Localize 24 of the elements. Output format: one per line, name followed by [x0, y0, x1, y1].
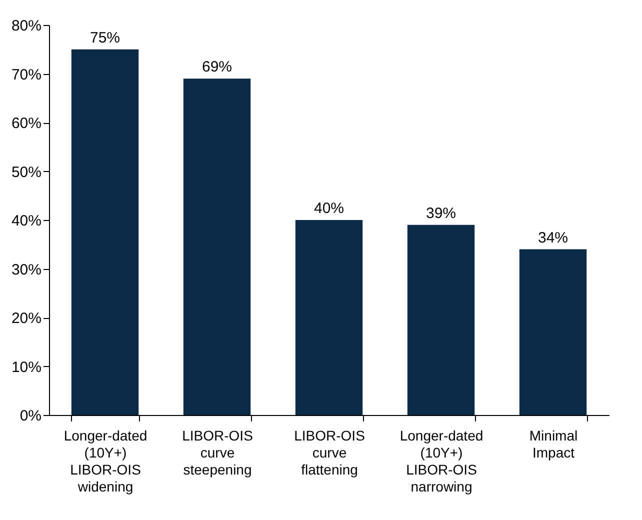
- bar: [295, 220, 363, 415]
- y-tick-label: 20%: [11, 310, 42, 327]
- data-label: 34%: [538, 229, 568, 246]
- data-label: 40%: [314, 200, 344, 217]
- y-tick-label: 10%: [11, 358, 42, 376]
- y-tick-label: 30%: [11, 261, 42, 278]
- bar: [183, 78, 251, 415]
- y-tick-label: 0%: [20, 408, 42, 424]
- y-tick-label: 50%: [11, 164, 42, 181]
- data-label: 39%: [426, 204, 456, 222]
- y-tick-label: 40%: [11, 212, 42, 230]
- data-label: 69%: [202, 58, 232, 76]
- x-tick-label: LIBOR-OIS curve flattening: [294, 428, 365, 478]
- x-tick-label: Minimal Impact: [529, 428, 578, 460]
- y-tick-label: 70%: [11, 66, 42, 84]
- bar: [519, 249, 587, 415]
- y-tick-label: 60%: [11, 115, 42, 132]
- x-tick-label: Longer-dated (10Y+) LIBOR-OIS widening: [64, 428, 148, 494]
- data-label: 75%: [90, 29, 120, 46]
- bar: [407, 224, 475, 415]
- bar: [71, 49, 139, 415]
- x-tick-label: LIBOR-OIS curve steepening: [182, 428, 253, 478]
- x-tick-label: Longer-dated (10Y+) LIBOR-OIS narrowing: [400, 428, 484, 494]
- y-tick-label: 80%: [11, 18, 42, 34]
